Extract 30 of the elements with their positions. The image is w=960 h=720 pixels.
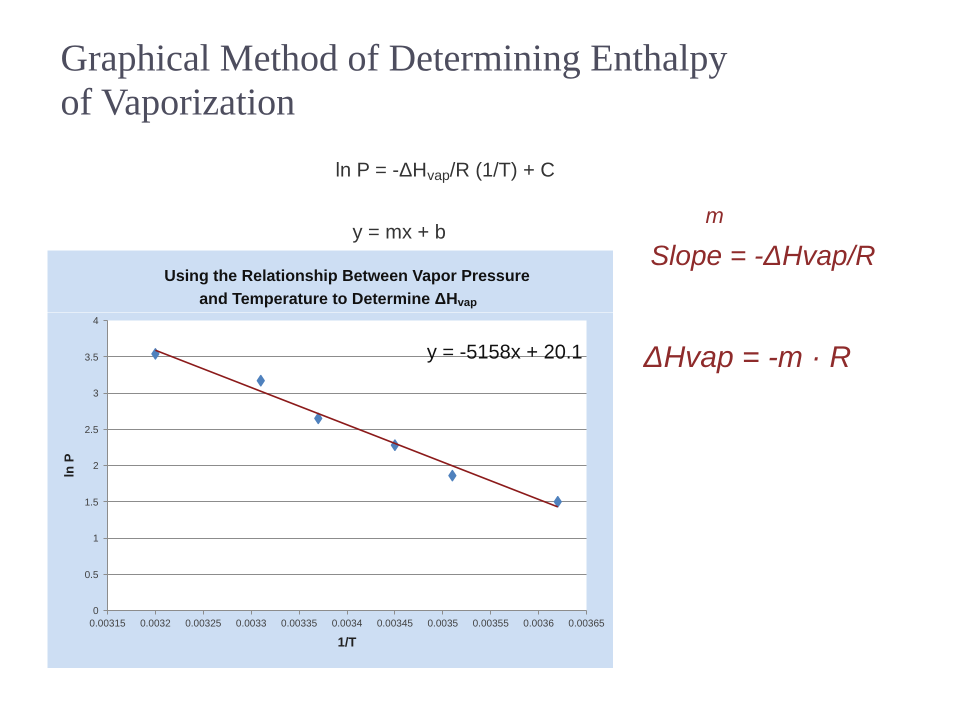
x-tick-label: 0.00325 [185, 618, 222, 630]
y-tick-label: 4 [92, 316, 99, 327]
point [151, 348, 160, 360]
x-tick-label: 0.00365 [568, 618, 606, 630]
text: m [706, 203, 724, 228]
y-tick-label: 2.5 [84, 424, 99, 436]
y-tick-label: 1 [92, 534, 99, 544]
annotation: y = -5158x + 20.1 [426, 342, 583, 364]
x-tick-label: 0.0036 [523, 618, 554, 630]
y-tick-label: 0.5 [84, 570, 99, 581]
x-tick-label: 0.00315 [89, 618, 126, 630]
text: ΔHvap = -m · R [642, 341, 852, 374]
point [448, 470, 457, 482]
y-tick-label: 1.5 [84, 497, 99, 508]
y-tick-label: 3 [92, 388, 99, 400]
y-tick-label: 3.5 [84, 352, 99, 364]
chart-title: Graphical Method of Determining Enthalpy of Vaporization [60, 38, 728, 124]
x-tick-label: 0.00355 [472, 618, 510, 630]
x-tick-label: 0.0035 [428, 618, 459, 630]
x-tick-label: 0.0034 [332, 618, 363, 630]
x-tick-label: 0.00335 [281, 618, 318, 630]
x-axis-title: 1/T [338, 634, 356, 650]
x-tick-label: 0.0032 [140, 618, 172, 630]
y-tick-label: 2 [92, 461, 99, 472]
x-tick-label: 0.0033 [236, 618, 267, 630]
y-tick-label: 0 [92, 606, 99, 617]
text: y = mx + b [352, 222, 446, 244]
y-axis-title: ln P [62, 453, 77, 478]
text: Slope = -ΔHvap/R [650, 240, 876, 271]
x-tick-label: 0.00345 [376, 618, 414, 630]
